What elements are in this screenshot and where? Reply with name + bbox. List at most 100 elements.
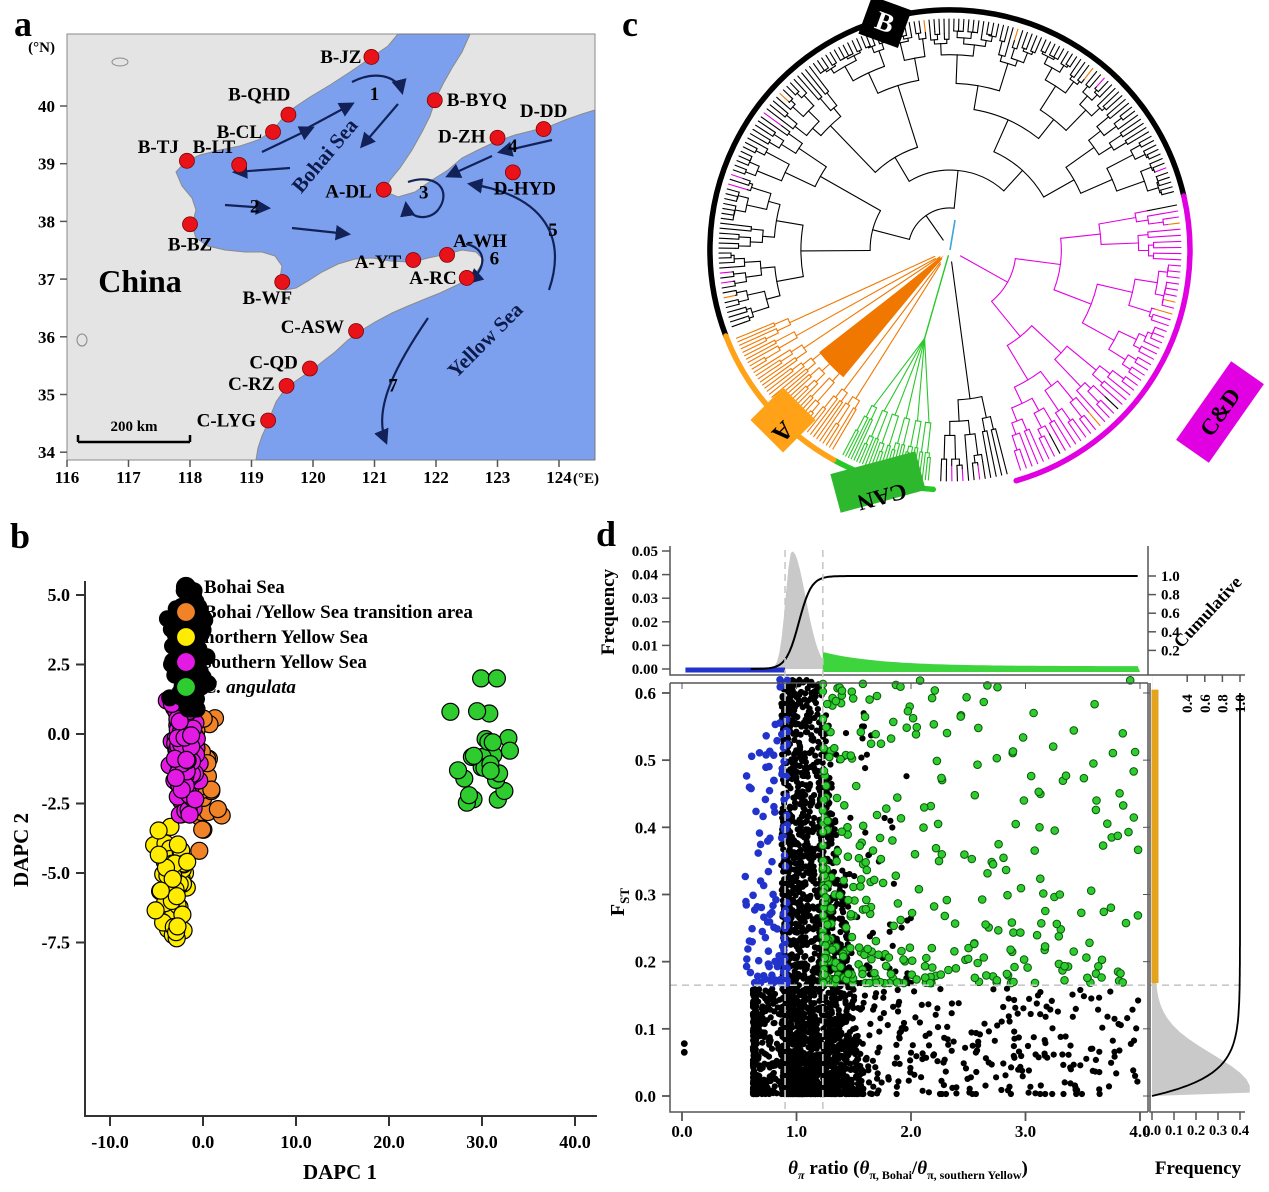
tree-root [949,219,956,251]
b-y-tick: 5.0 [48,585,71,605]
d-y-tick: 0.1 [635,1020,656,1039]
top-cum-tick: 0.6 [1161,606,1180,622]
site-label: C-QD [249,353,298,374]
current-arrow [400,178,445,219]
d-y-tick: 0.5 [635,751,656,770]
tree-branches [707,7,1193,493]
clade-label-CAN: CAN [830,451,926,515]
site-marker [348,323,364,339]
current-number: 1 [370,84,380,105]
top-freq-axis-title: Frequency [598,568,619,655]
d-x-tick: 0.0 [671,1122,692,1141]
current-arrow [291,225,352,241]
dapc-scatter-panel: 5.0 2.5 0.0 -2.5 -5.0 -7.5 -10.0 0.0 10.0 20.0 30.… [0,515,600,1192]
panel-label-a: a [14,4,32,44]
legend-label: Bohai Sea [204,577,285,598]
right-freq-axis-title: Frequency [1155,1158,1242,1179]
right-freq-tick: 0.2 [1187,1123,1205,1139]
current-arrow [496,138,553,157]
map-panel: 1 2 3 4 5 6 7 Bohai Sea Yellow Sea China 200 km 116… [0,0,600,515]
top-density [744,551,900,669]
site-marker [405,252,422,268]
corner-cum-tick: 0.4 [1180,694,1196,713]
lat-tick-label: 39 [38,155,55,174]
lat-tick-label: 35 [38,386,55,405]
lat-tick-label: 34 [38,443,56,462]
b-x-tick: 0.0 [192,1132,215,1152]
top-cum-tick: 0.8 [1161,588,1180,604]
current-number: 6 [490,249,500,270]
d-x-axis-title: θπ ratio (θπ, Bohai/θπ, southern Yellow) [788,1158,1028,1182]
lat-tick-label: 36 [38,328,55,347]
lon-tick-label: 116 [55,468,80,487]
lon-unit-label: (°E) [573,471,599,487]
cumulative-axis-title: Cumulative [1170,572,1246,651]
panel-label-c: c [622,4,638,44]
b-x-tick: -10.0 [91,1132,129,1152]
site-label: D-DD [520,101,568,122]
current-arrow [224,199,272,215]
top-freq-tick: 0.04 [632,568,659,584]
region-label-china: China [98,263,182,299]
b-y-axis-title: DAPC 2 [9,813,33,887]
top-freq-tick: 0.03 [632,591,658,607]
site-marker [179,152,195,169]
site-label: B-LT [193,137,236,158]
site-marker [182,216,198,233]
site-marker [231,156,248,173]
fst-scatter-panel: 0.00 0.01 0.02 0.03 0.04 0.05 0.2 0.4 0.6 0.8 1.0 0… [590,520,1269,1192]
site-label: A-WH [453,231,507,252]
lat-unit-label: (°N) [28,40,55,56]
site-marker [375,181,392,198]
site-label: B-BZ [168,234,212,255]
d-y-tick: 0.2 [635,953,656,972]
lon-tick-label: 120 [300,468,326,487]
site-marker [504,164,521,181]
legend-swatch [175,651,197,673]
b-y-tick: -7.5 [42,933,71,953]
site-marker [265,124,281,140]
phylo-tree-panel: B C&D CAN A [590,0,1269,520]
b-x-tick: 10.0 [280,1132,312,1152]
d-y-tick: 0.6 [635,684,656,703]
top-cum-tick: 0.2 [1161,643,1180,659]
current-number: 3 [419,182,429,203]
right-freq-tick: 0.4 [1231,1123,1249,1139]
b-y-tick: 2.5 [48,655,71,675]
right-freq-tick: 0.1 [1165,1123,1183,1139]
site-label: B-QHD [228,85,290,106]
top-cum-tick: 0.4 [1161,625,1180,641]
site-label: B-WF [242,288,292,309]
d-x-tick: 2.0 [900,1122,921,1141]
lat-tick-label: 38 [38,212,55,231]
site-label: D-ZH [438,127,486,148]
site-marker [426,92,443,109]
right-cumulative-curve [1151,693,1241,1097]
top-green-tail [822,652,1140,672]
clade-label-B: B [858,0,912,48]
current-number: 2 [250,197,260,218]
lon-tick-label: 117 [116,468,141,487]
top-freq-tick: 0.02 [632,615,658,631]
current-arrow [231,163,291,179]
b-y-tick: -5.0 [42,863,71,883]
site-label: C-RZ [228,374,274,395]
site-marker [363,49,380,65]
current-arrow [261,126,315,153]
top-cumulative-curve [750,575,1138,670]
lon-tick-label: 122 [423,468,449,487]
legend-swatch [175,576,197,598]
b-y-tick: 0.0 [48,724,71,744]
legend-swatch [175,676,197,698]
top-freq-tick: 0.01 [632,638,658,654]
legend-label: southern Yellow Sea [204,652,367,673]
legend-swatch [175,626,197,648]
site-marker [489,129,506,146]
site-marker [458,270,475,286]
lat-tick-label: 37 [38,270,56,289]
corner-cum-tick: 0.6 [1198,694,1214,713]
d-y-tick: 0.4 [635,818,657,837]
site-label: B-BYQ [447,90,507,111]
b-x-tick: 40.0 [559,1132,591,1152]
